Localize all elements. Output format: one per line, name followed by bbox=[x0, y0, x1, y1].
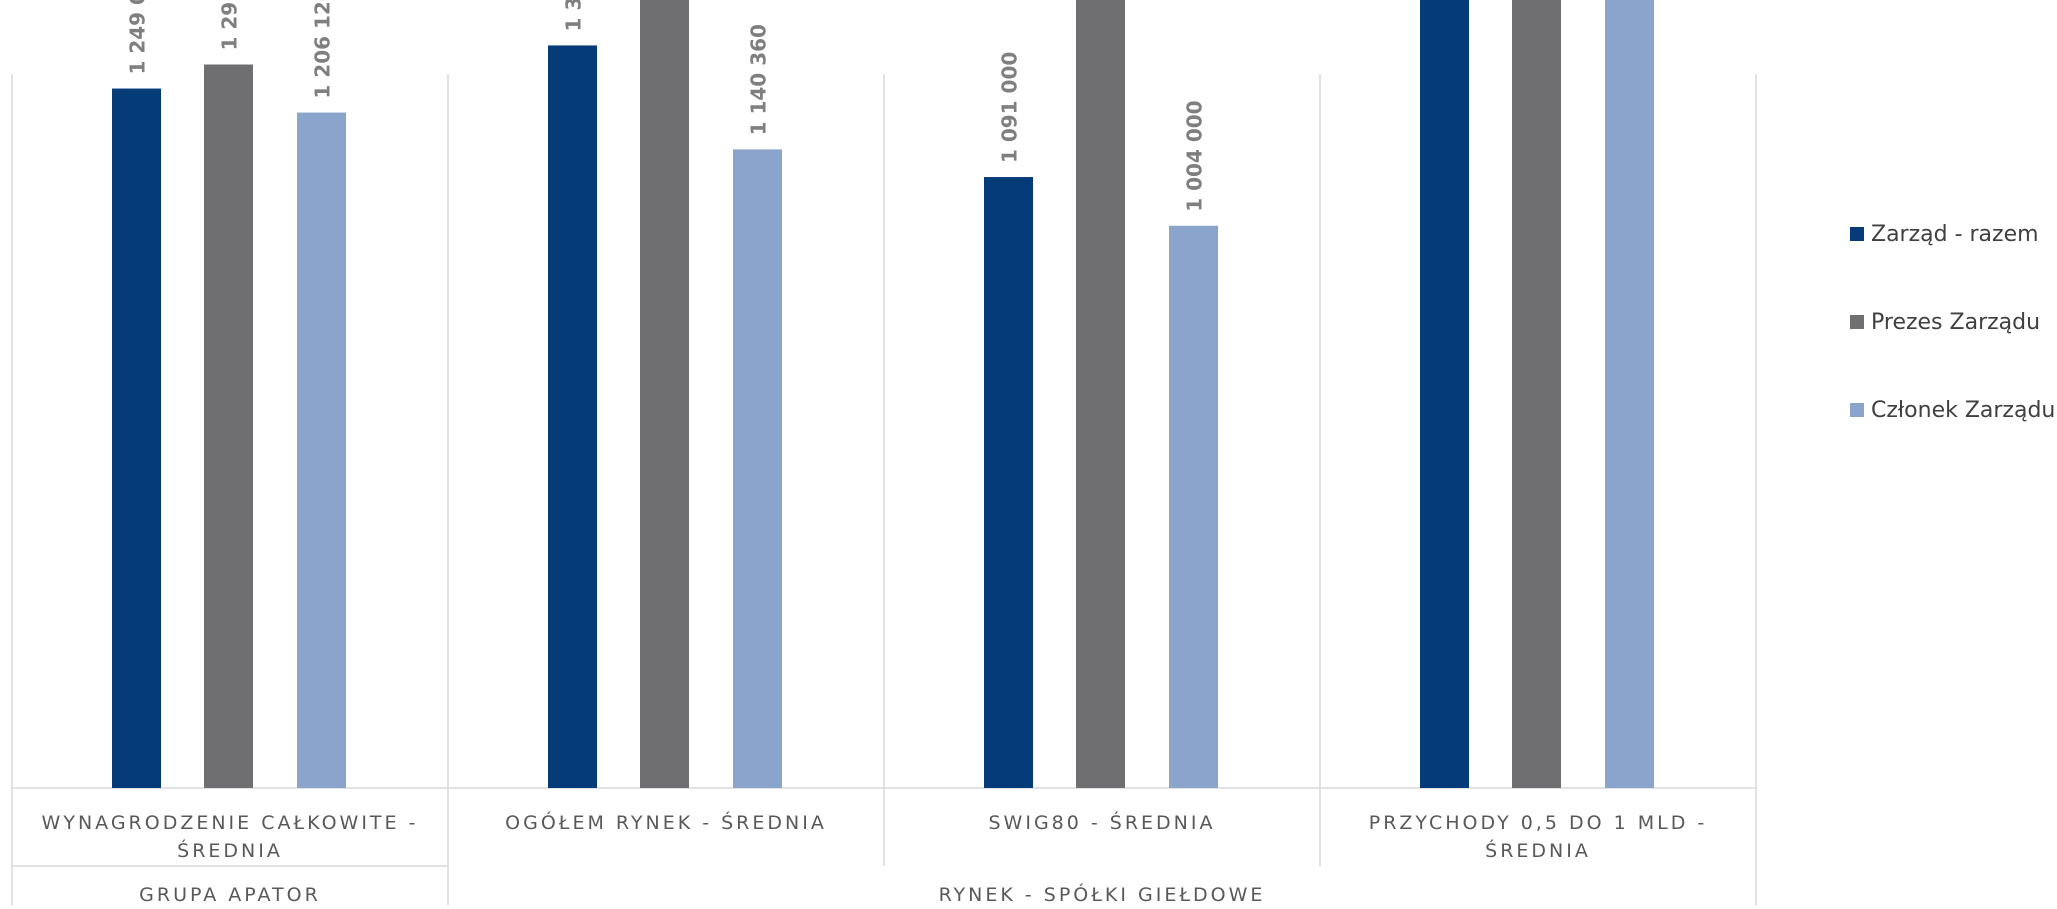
bar-1-1 bbox=[640, 0, 689, 788]
legend-label-czlonek-zarzadu: Członek Zarządu bbox=[1871, 397, 2056, 423]
legend-item-prezes-zarzadu: Prezes Zarządu bbox=[1850, 306, 2055, 338]
data-label-2-1: 1 140 360 bbox=[747, 24, 771, 135]
data-label-2-2: 1 004 000 bbox=[1183, 100, 1207, 211]
data-label-0-1: 1 326 000 bbox=[562, 0, 586, 31]
legend-label-prezes-zarzadu: Prezes Zarządu bbox=[1871, 309, 2041, 335]
category-label: ŚREDNIA bbox=[1485, 838, 1591, 862]
data-label-2-0: 1 206 120 bbox=[311, 0, 335, 99]
legend-item-zarzad-razem: Zarząd - razem bbox=[1850, 218, 2055, 250]
legend-label-zarzad-razem: Zarząd - razem bbox=[1871, 221, 2039, 247]
data-label-0-2: 1 091 000 bbox=[998, 52, 1022, 163]
bar-1-2 bbox=[1076, 0, 1125, 789]
legend-item-czlonek-zarzadu: Członek Zarządu bbox=[1850, 394, 2055, 426]
category-label: WYNAGRODZENIE CAŁKOWITE - bbox=[42, 812, 419, 834]
data-label-1-0: 1 291 938 bbox=[218, 0, 242, 51]
category-label: ŚREDNIA bbox=[177, 838, 283, 862]
bar-0-2 bbox=[984, 177, 1033, 789]
bar-2-1 bbox=[733, 149, 782, 788]
category-label: PRZYCHODY 0,5 DO 1 MLD - bbox=[1369, 812, 1708, 834]
group-label: GRUPA APATOR bbox=[139, 884, 321, 905]
bar-2-3 bbox=[1605, 0, 1654, 789]
bar-2-0 bbox=[297, 112, 346, 788]
legend-swatch-czlonek-zarzadu bbox=[1850, 403, 1864, 417]
bar-1-0 bbox=[204, 64, 253, 789]
bar-0-1 bbox=[548, 45, 597, 788]
legend-swatch-zarzad-razem bbox=[1850, 227, 1864, 241]
data-label-0-0: 1 249 029 bbox=[126, 0, 150, 75]
chart-legend: Zarząd - razem Prezes Zarządu Członek Za… bbox=[1850, 218, 2055, 482]
category-label: OGÓŁEM RYNEK - ŚREDNIA bbox=[505, 810, 827, 834]
bar-1-3 bbox=[1512, 0, 1561, 789]
group-label: RYNEK - SPÓŁKI GIEŁDOWE bbox=[939, 882, 1266, 905]
bar-0-0 bbox=[112, 88, 161, 788]
bar-0-3 bbox=[1420, 0, 1469, 789]
category-label: SWIG80 - ŚREDNIA bbox=[989, 810, 1216, 834]
bar-2-2 bbox=[1169, 225, 1218, 788]
legend-swatch-prezes-zarzadu bbox=[1850, 315, 1864, 329]
